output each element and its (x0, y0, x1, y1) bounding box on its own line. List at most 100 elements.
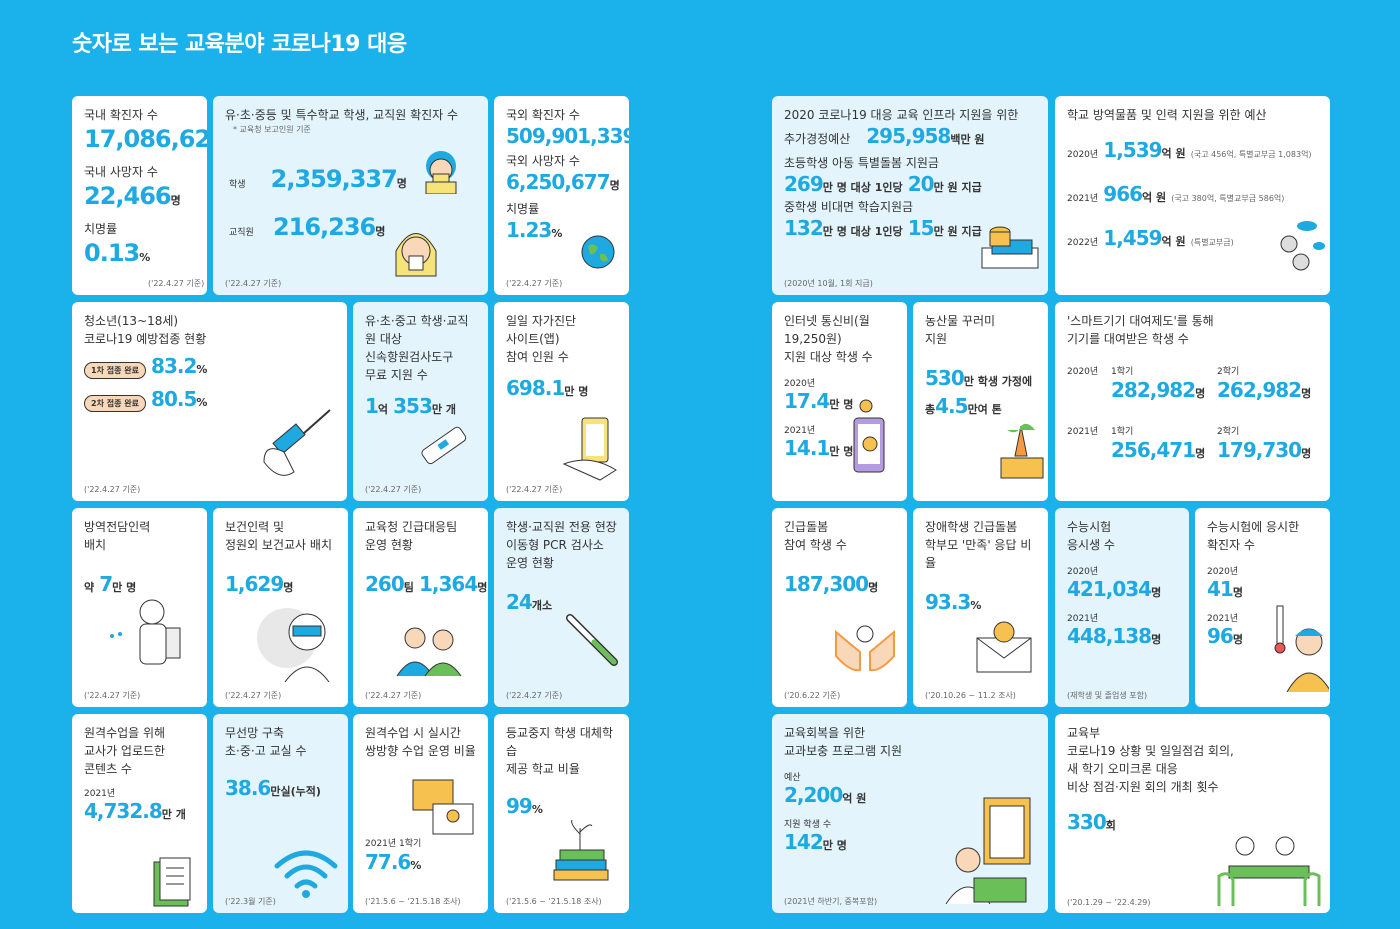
value: 24개소 (506, 590, 553, 614)
reference-date: ('22.4.27 기준) (225, 691, 282, 700)
value: 약 7만 명 (84, 572, 137, 596)
elementary-row: 269만 명 대상 1인당 20만 원 지급 (784, 172, 982, 196)
label: 수능시험에 응시한 (1207, 520, 1300, 534)
globe-icon (581, 235, 615, 269)
label: 운영 현황 (365, 538, 413, 552)
year: 2021년 (84, 789, 116, 799)
value-2020: 41명 (1207, 577, 1243, 601)
label: 초등학생 아동 특별돌봄 지원금 (784, 156, 939, 170)
year: 2020년 (1067, 567, 1099, 577)
label: 지원 대상 학생 수 (784, 350, 873, 364)
label: 콘텐츠 수 (84, 762, 132, 776)
budget-row: 추가경정예산 295,958백만 원 (784, 124, 985, 148)
label: 원격수업을 위해 (84, 726, 166, 740)
value: 17,086,626명 (84, 125, 207, 153)
label: 국내 사망자 수 (84, 165, 158, 179)
label: 학부모 '만족' 응답 비율 (925, 538, 1032, 570)
value: 698.1만 명 (506, 376, 589, 400)
label: 무선망 구축 (225, 726, 285, 740)
label: 국외 확진자 수 (506, 108, 580, 122)
phone-coin-icon (853, 399, 885, 473)
note: * 교육청 보고인원 기준 (233, 125, 311, 134)
reference-date: ('22.4.27 기준) (148, 279, 205, 288)
label: 정원외 보건교사 배치 (225, 538, 332, 552)
label: 확진자 수 (1207, 538, 1255, 552)
phone-checklist-icon (562, 417, 617, 481)
year: 2020년 (1067, 367, 1099, 377)
budget-value: 2,200억 원 (784, 783, 867, 807)
value: 330회 (1067, 810, 1116, 834)
label: 새 학기 오미크론 대응 (1067, 762, 1178, 776)
label: 긴급돌봄 (784, 520, 829, 534)
thermometer-icon (566, 614, 618, 666)
reference-date: ('20.10.26 ~ 11.2 조사) (925, 691, 1016, 700)
books-plant-icon (553, 819, 609, 881)
card-ministry-meetings: 교육부 코로나19 상황 및 일일점검 회의, 새 학기 오미크론 대응 비상 … (1055, 714, 1330, 913)
reference-date: (2021년 하반기, 중복포함) (784, 897, 878, 906)
label: 중학생 비대면 학습지원금 (784, 200, 914, 214)
label: 비상 점검·지원 회의 개최 횟수 (1067, 780, 1219, 794)
label: '스마트기기 대여제도'를 통해 (1067, 314, 1214, 328)
year: 2020년 (1207, 567, 1239, 577)
first-dose-row: 1차 접종 완료 83.2% (84, 354, 335, 379)
label: 보건인력 및 (225, 520, 285, 534)
label: 참여 학생 수 (784, 538, 847, 552)
label: 코로나19 상황 및 일일점검 회의, (1067, 744, 1234, 758)
label: 교사가 업로드한 (84, 744, 166, 758)
card-education-recovery: 교육회복을 위한 교과보충 프로그램 지원 예산 2,200억 원 지원 학생 … (772, 714, 1048, 913)
value: 509,901,339명 (506, 124, 629, 148)
label: 장애학생 긴급돌봄 (925, 520, 1018, 534)
label: 기기를 대여받은 학생 수 (1067, 332, 1189, 346)
budget-2020: 2020년 1,539억 원 (국고 456억, 특별교부금 1,083억) (1067, 138, 1312, 162)
label: 교과보충 프로그램 지원 (784, 744, 903, 758)
year: 2021년 (1067, 427, 1099, 437)
label: 배치 (84, 538, 107, 552)
card-overseas-cases: 국외 확진자 수 509,901,339명 국외 사망자 수 6,250,677… (494, 96, 629, 295)
reference-date: ('22.4.27 기준) (506, 691, 563, 700)
card-pcr-sites: 학생·교직원 전용 현장 이동형 PCR 검사소 운영 현황 24개소 ('22… (494, 508, 629, 707)
label: 신속항원검사도구 (365, 350, 454, 364)
value-2021-1: 256,471명 (1111, 438, 1206, 462)
reference-date: ('21.5.6 ~ '21.5.18 조사) (506, 897, 602, 906)
card-wireless-network: 무선망 구축 초·중·고 교실 수 38.6만실(누적) ('22.3월 기준) (213, 714, 348, 913)
card-realtime-classes: 원격수업 시 실시간 쌍방향 수업 운영 비율 2021년 1학기 77.6% … (353, 714, 488, 913)
card-school-cases: 유·초·중등 및 특수학교 학생, 교직원 확진자 수 * 교육청 보고인원 기… (213, 96, 488, 295)
meeting-table-icon (1217, 836, 1321, 906)
label: 학교 방역물품 및 인력 지원을 위한 예산 (1067, 108, 1267, 122)
students-label: 지원 학생 수 (784, 820, 832, 830)
teacher-clipboard-icon (945, 797, 1031, 904)
value-2020: 421,034명 (1067, 577, 1162, 601)
student-row: 학생 2,359,337명 (229, 165, 407, 193)
label: 인터넷 통신비(월 19,250원) (784, 314, 870, 346)
label: 치명률 (506, 202, 540, 216)
value-2020-1: 282,982명 (1111, 378, 1206, 402)
reference-date: ('22.4.27 기준) (365, 691, 422, 700)
year: 2021년 (1207, 614, 1239, 624)
label: 원격수업 시 실시간 (365, 726, 461, 740)
label: 유·초·중등 및 특수학교 학생, 교직원 확진자 수 (225, 108, 459, 122)
label: 지원 (925, 332, 948, 346)
reference-date: ('20.6.22 기준) (784, 691, 841, 700)
student-thermometer-icon (1274, 605, 1329, 692)
value: 99% (506, 794, 543, 818)
year: 2021년 (784, 426, 816, 436)
budget-2021: 2021년 966억 원 (국고 380억, 특별교부금 586억) (1067, 182, 1285, 206)
label: 일일 자가진단 (506, 314, 577, 328)
medical-worker-icon (257, 608, 330, 682)
label: 이동형 PCR 검사소 운영 현황 (506, 538, 604, 570)
test-kit-icon (421, 426, 467, 465)
label: 국외 사망자 수 (506, 154, 580, 168)
semester-label: 1학기 (1111, 427, 1134, 437)
label: 방역전담인력 (84, 520, 151, 534)
reference-date: ('22.3월 기준) (225, 897, 276, 906)
middle-school-row: 132만 명 대상 1인당 15만 원 지급 (784, 216, 982, 240)
value-tons: 총4.5만여 톤 (925, 394, 1002, 418)
year: 2021년 (1067, 614, 1099, 624)
hazmat-worker-icon (110, 599, 181, 665)
semester-label: 1학기 (1111, 367, 1134, 377)
value: 260팀 1,364명 (365, 572, 488, 596)
caring-hands-icon (835, 625, 895, 672)
reference-date: ('21.5.6 ~ '21.5.18 조사) (365, 897, 461, 906)
card-youth-vaccination: 청소년(13~18세) 코로나19 예방접종 현황 1차 접종 완료 83.2%… (72, 302, 347, 501)
value-2021-2: 179,730명 (1217, 438, 1312, 462)
